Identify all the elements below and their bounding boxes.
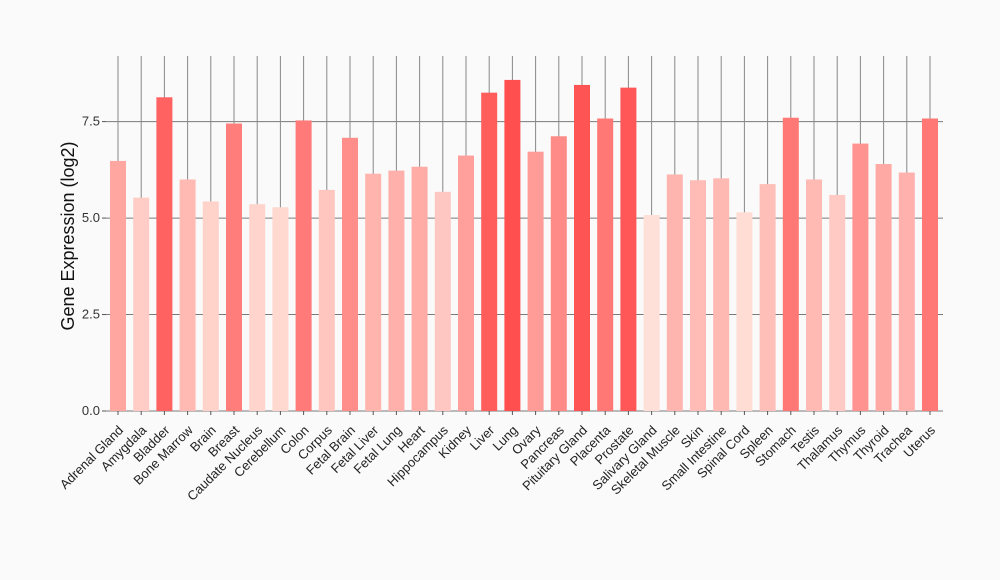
bar-corpus <box>318 189 335 411</box>
bar-caudate-nucleus <box>249 204 266 411</box>
bar-prostate <box>620 87 637 412</box>
bar-fetal-liver <box>365 173 382 411</box>
bar-thymus <box>852 143 869 411</box>
bar-testis <box>806 179 822 411</box>
bar-liver <box>481 92 498 412</box>
bar-lung <box>504 79 521 411</box>
bar-fetal-brain <box>342 137 358 411</box>
bar-cerebellum <box>272 207 289 411</box>
bar-amygdala <box>133 197 150 411</box>
bar-uterus <box>922 118 938 412</box>
x-tick-label-16: Liver <box>467 422 498 453</box>
bar-spinal-cord <box>736 212 753 411</box>
bar-salivary-gland <box>643 214 660 411</box>
y-tick-label-3: 7.5 <box>82 114 100 129</box>
bar-colon <box>295 120 312 411</box>
y-tick-label-1: 2.5 <box>82 307 100 322</box>
bar-ovary <box>527 151 544 411</box>
bar-bone-marrow <box>179 179 196 411</box>
bar-small-intestine <box>713 178 730 411</box>
bar-skin <box>690 180 706 411</box>
y-tick-label-2: 5.0 <box>82 210 100 225</box>
bar-bladder <box>156 97 173 412</box>
bar-brain <box>202 201 219 411</box>
bar-spleen <box>759 184 776 411</box>
bar-thyroid <box>875 164 892 411</box>
bar-thalamus <box>829 194 846 411</box>
horizontal-gridlines <box>106 121 943 412</box>
y-axis-title: Gene Expression (log2) <box>58 141 78 330</box>
y-tick-label-0: 0.0 <box>82 403 100 418</box>
bar-kidney <box>458 155 474 411</box>
bar-placenta <box>597 118 614 412</box>
y-axis-ticks: 0.0 2.5 5.0 7.5 <box>82 114 106 418</box>
bar-series <box>110 79 938 412</box>
bar-trachea <box>898 172 915 411</box>
bar-pancreas <box>550 136 567 411</box>
bar-hippocampus <box>434 191 451 411</box>
bar-skeletal-muscle <box>666 174 683 411</box>
bar-breast <box>226 123 242 412</box>
bar-heart <box>411 166 428 411</box>
bar-adrenal-gland <box>110 160 126 411</box>
bar-fetal-lung <box>388 170 405 411</box>
bar-pituitary-gland <box>574 84 590 411</box>
bar-stomach <box>782 117 799 411</box>
